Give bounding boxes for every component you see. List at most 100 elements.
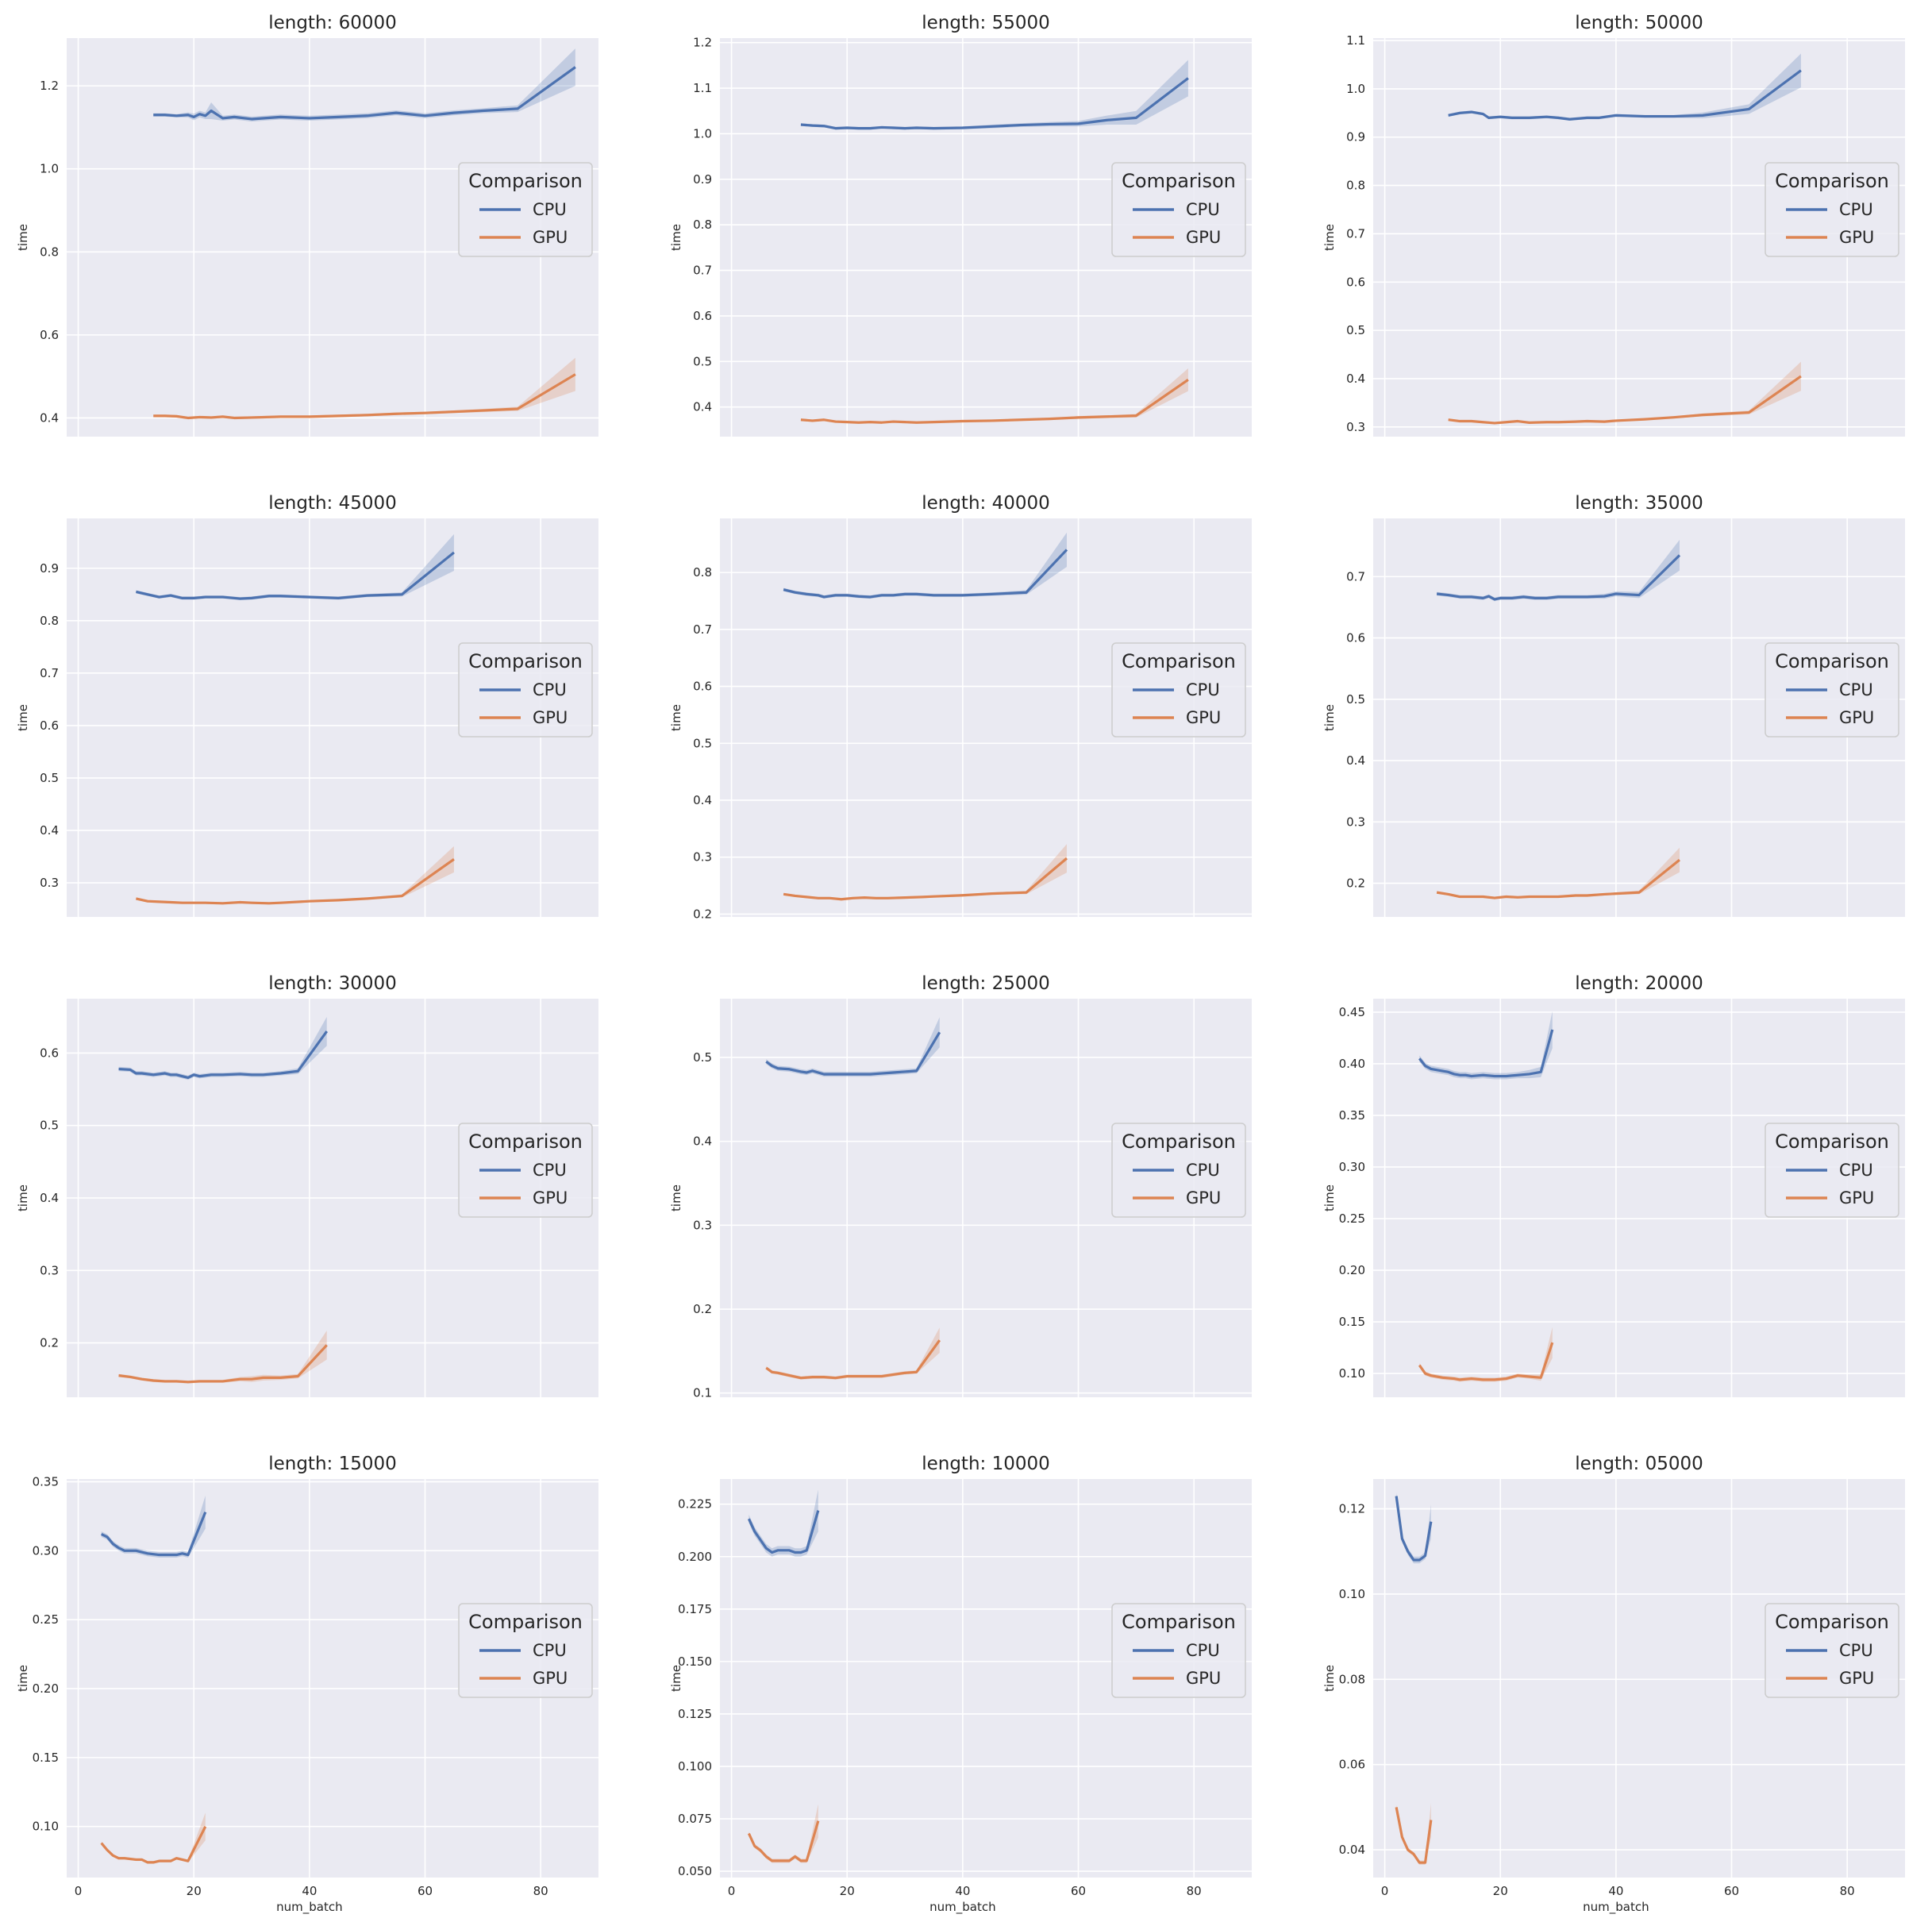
series-line-cpu <box>747 1510 820 1554</box>
legend-title: Comparison <box>1122 1130 1236 1153</box>
series-band-gpu <box>1396 1803 1431 1865</box>
y-tick-label: 0.30 <box>1339 1160 1365 1174</box>
chart-title: length: 50000 <box>1575 13 1703 33</box>
chart-panel: 0.4 0.6 0.8 1.0 1.2 time length: 60000 Comparis… <box>0 0 644 480</box>
legend-label-gpu: GPU <box>533 228 568 247</box>
chart-svg: 0.2 0.3 0.4 0.5 0.6 time length: 30000 Comparis… <box>16 973 598 1397</box>
y-tick-label: 0.8 <box>40 614 59 628</box>
x-tick-label: 20 <box>840 1884 855 1898</box>
legend: Comparison CPU GPU <box>1765 1603 1899 1698</box>
x-tick-label: 0 <box>1381 1884 1389 1898</box>
legend: Comparison CPU GPU <box>1765 1123 1899 1218</box>
chart-svg: 0.1 0.2 0.3 0.4 0.5 time length: 25000 Comparis… <box>669 973 1252 1400</box>
legend-box <box>1765 642 1899 738</box>
x-tick-label: 40 <box>1608 1884 1623 1898</box>
series-line-gpu <box>747 1820 820 1862</box>
y-tick-label: 0.2 <box>40 1336 59 1350</box>
series-line-gpu <box>1448 375 1802 425</box>
y-tick-label: 0.7 <box>1346 569 1365 584</box>
y-tick-label: 0.4 <box>693 400 712 414</box>
y-axis-label: time <box>1322 1184 1337 1211</box>
legend-box <box>1765 1123 1899 1218</box>
series-line-cpu <box>783 549 1068 599</box>
x-tick-label: 20 <box>1493 1884 1508 1898</box>
y-tick-label: 0.6 <box>1346 275 1365 289</box>
y-tick-label: 0.4 <box>693 793 712 807</box>
legend-label-cpu: CPU <box>1186 1641 1220 1660</box>
y-tick-label: 0.10 <box>1339 1366 1365 1381</box>
chart-panel: 0.1 0.2 0.3 0.4 0.5 time length: 25000 Comparis… <box>653 961 1297 1441</box>
legend-box <box>1111 1123 1246 1218</box>
chart-svg: 0.3 0.4 0.5 0.6 0.7 0.8 0.9 1.0 1.1 time length: 5… <box>1322 13 1905 437</box>
y-tick-label: 0.8 <box>693 218 712 232</box>
x-axis-label: num_batch <box>1583 1900 1649 1915</box>
x-tick-label: 80 <box>533 1884 548 1898</box>
y-tick-label: 0.35 <box>33 1474 59 1489</box>
legend: Comparison CPU GPU <box>458 642 593 738</box>
y-tick-label: 0.225 <box>678 1497 712 1512</box>
series-line-cpu <box>1395 1496 1433 1562</box>
y-tick-label: 0.40 <box>1339 1057 1365 1071</box>
y-tick-label: 0.25 <box>1339 1211 1365 1226</box>
y-tick-label: 0.6 <box>1346 631 1365 645</box>
x-tick-label: 60 <box>418 1884 433 1898</box>
chart-title: length: 40000 <box>922 493 1050 514</box>
legend-label-gpu: GPU <box>1839 1669 1874 1688</box>
series-line-cpu <box>101 1512 207 1557</box>
chart-svg: 0.050 0.075 0.100 0.125 0.150 0.175 0.200 0.225… <box>669 1454 1252 1915</box>
series-line-cpu <box>800 77 1189 130</box>
legend-box <box>1765 162 1899 257</box>
chart-panel: 0.3 0.4 0.5 0.6 0.7 0.8 0.9 time length: 45000 Co… <box>0 480 644 961</box>
series-band-cpu <box>766 1017 940 1077</box>
chart-title: length: 60000 <box>268 13 397 33</box>
x-tick-label: 60 <box>1724 1884 1739 1898</box>
y-tick-label: 0.2 <box>693 1302 712 1316</box>
y-tick-label: 0.10 <box>33 1820 59 1834</box>
legend-label-cpu: CPU <box>1839 1641 1873 1660</box>
chart-title: length: 15000 <box>268 1454 397 1474</box>
chart-panel: 0.04 0.06 0.08 0.10 0.12 0 20 40 60 80 num_batch ti… <box>1307 1441 1932 1921</box>
chart-title: length: 25000 <box>922 973 1050 994</box>
chart-title: length: 20000 <box>1575 973 1703 994</box>
chart-panel: 0.4 0.5 0.6 0.7 0.8 0.9 1.0 1.1 1.2 time length: 5… <box>653 0 1297 480</box>
legend: Comparison CPU GPU <box>1111 1123 1246 1218</box>
y-tick-label: 0.075 <box>678 1812 712 1826</box>
legend-label-gpu: GPU <box>533 708 568 727</box>
legend-box <box>1111 642 1246 738</box>
y-tick-label: 0.2 <box>1346 876 1365 891</box>
legend-label-cpu: CPU <box>533 1641 567 1660</box>
legend-title: Comparison <box>468 170 583 192</box>
y-tick-label: 0.10 <box>1339 1587 1365 1601</box>
y-tick-label: 1.0 <box>40 162 59 176</box>
y-axis-label: time <box>669 704 683 731</box>
y-tick-label: 0.7 <box>693 264 712 278</box>
y-tick-label: 0.125 <box>678 1707 712 1721</box>
y-axis-label: time <box>669 1184 683 1211</box>
y-tick-label: 0.35 <box>1339 1108 1365 1123</box>
y-tick-label: 0.1 <box>693 1386 712 1400</box>
x-tick-label: 40 <box>955 1884 970 1898</box>
x-tick-label: 0 <box>728 1884 736 1898</box>
series-band-cpu <box>153 48 575 122</box>
chart-svg: 0.10 0.15 0.20 0.25 0.30 0.35 0.40 0.45 time leng… <box>1322 973 1905 1397</box>
legend-label-gpu: GPU <box>1186 228 1221 247</box>
chart-svg: 0.04 0.06 0.08 0.10 0.12 0 20 40 60 80 num_batch ti… <box>1322 1454 1905 1915</box>
legend-label-cpu: CPU <box>1186 680 1220 699</box>
chart-panel: 0.2 0.3 0.4 0.5 0.6 0.7 0.8 time length: 40000 Co… <box>653 480 1297 961</box>
y-tick-label: 0.8 <box>1346 179 1365 193</box>
y-axis-label: time <box>16 1184 30 1211</box>
chart-panel: 0.10 0.15 0.20 0.25 0.30 0.35 0.40 0.45 time leng… <box>1307 961 1932 1441</box>
legend-label-gpu: GPU <box>533 1669 568 1688</box>
y-tick-label: 0.08 <box>1339 1672 1365 1686</box>
y-tick-label: 0.20 <box>33 1681 59 1696</box>
legend: Comparison CPU GPU <box>1765 162 1899 257</box>
y-tick-label: 0.4 <box>40 1191 59 1205</box>
legend-label-gpu: GPU <box>1839 228 1874 247</box>
y-axis-label: time <box>16 1665 30 1692</box>
y-tick-label: 0.100 <box>678 1759 712 1774</box>
y-tick-label: 0.06 <box>1339 1758 1365 1772</box>
y-tick-label: 0.7 <box>1346 226 1365 241</box>
legend: Comparison CPU GPU <box>458 1603 593 1698</box>
y-tick-label: 0.15 <box>33 1751 59 1765</box>
chart-svg: 0.10 0.15 0.20 0.25 0.30 0.35 0 20 40 60 80 num_bat… <box>16 1454 598 1915</box>
